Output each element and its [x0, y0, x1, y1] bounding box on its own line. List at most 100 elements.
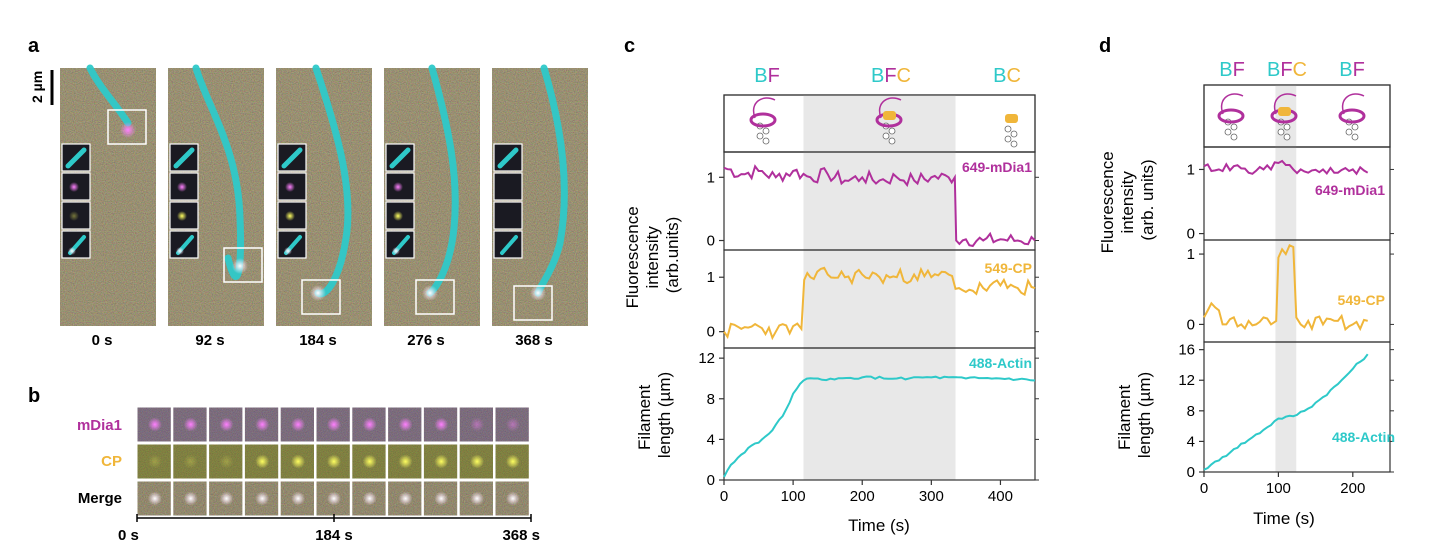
kymo-frame-border: [279, 480, 316, 517]
roi-box: [301, 279, 341, 315]
row-label-merge: Merge: [78, 490, 122, 507]
roi-box: [223, 247, 263, 283]
kymo-spot: [362, 454, 377, 469]
series-line: [723, 164, 1036, 248]
y-tick-label: 0: [707, 472, 715, 489]
complex-icon: [1270, 93, 1298, 141]
kymo-frame-border: [387, 443, 423, 480]
kymo-spot: [470, 454, 485, 469]
ylabel-line: Fluorescence: [623, 206, 642, 308]
kymo-spot: [147, 491, 162, 506]
kymo-spot: [434, 417, 449, 432]
kymo-spot: [183, 454, 198, 469]
kymo-frame-border: [422, 443, 459, 480]
state-label: BFC: [871, 65, 911, 87]
shaded-interval: [1275, 85, 1297, 472]
ylabel-line: Filament: [1115, 384, 1134, 449]
y-tick-label: 16: [1178, 342, 1195, 359]
kymo-frame-border: [208, 406, 244, 443]
state-label: BF: [1219, 59, 1245, 81]
kymo-spot: [326, 491, 341, 506]
kymo-spot: [219, 417, 234, 432]
inset-actin: [281, 147, 303, 169]
kymo-frame-border: [172, 406, 208, 443]
actin-subunit: [1277, 128, 1285, 136]
actin-subunit: [756, 132, 764, 140]
ylabel-line: Filament: [635, 384, 654, 449]
kymo-spot: [505, 454, 520, 469]
scale-bar-label: 2 µm: [29, 71, 45, 103]
y-tick-label: 0: [707, 324, 715, 341]
formin-tail: [1341, 93, 1365, 115]
kymo-frame-border: [243, 480, 280, 517]
filament-tip-spot: [120, 122, 136, 138]
actin-filament: [86, 64, 132, 127]
x-tick-label: 400: [988, 488, 1013, 505]
panel-b-axis-mid: 184 s: [315, 527, 353, 544]
state-label: BC: [993, 65, 1021, 87]
x-tick-label: 100: [781, 488, 806, 505]
kymo-frame-border: [494, 406, 530, 443]
kymo-frame-border: [494, 480, 530, 517]
micrograph-frame: [492, 64, 588, 326]
series-label: 549-CP: [985, 260, 1032, 276]
x-tick-label: 0: [720, 488, 728, 505]
inset-mdia1-spot: [69, 182, 79, 192]
actin-subunit: [882, 132, 890, 140]
inset-cp-spot: [177, 211, 187, 221]
state-letter: C: [1293, 59, 1307, 81]
state-label: BF: [754, 65, 780, 87]
inset-crop: [493, 201, 523, 230]
y-tick-label: 1: [707, 169, 715, 186]
series-label: 649-mDia1: [962, 159, 1032, 175]
panel-c-ylabel-top: Fluorescence intensity (arb.units): [623, 202, 682, 309]
kymo-frame-border: [279, 406, 316, 443]
complex-icon: [1338, 93, 1366, 141]
micrograph-frame: [384, 64, 480, 326]
kymo-spot: [505, 491, 520, 506]
kymo-frame-border: [387, 406, 423, 443]
formin-tail: [878, 97, 902, 119]
kymo-spot: [398, 417, 413, 432]
cp-cap: [1278, 107, 1291, 116]
formin-tail: [752, 97, 776, 119]
actin-subunit: [1283, 123, 1291, 131]
time-label: 0 s: [92, 332, 113, 349]
panel-b-kymo-frames: [136, 406, 530, 517]
actin-subunit: [1010, 140, 1018, 148]
filament-tip-spot: [422, 285, 438, 301]
micrograph-frame: [168, 64, 264, 326]
inset-merge-spot: [176, 247, 184, 255]
actin-subunit: [1351, 133, 1359, 141]
inset-merge-actin: [500, 235, 518, 255]
y-tick-label: 12: [1178, 372, 1195, 389]
kymo-spot: [434, 454, 449, 469]
state-letter: B: [754, 65, 767, 87]
formin-ring: [1338, 108, 1366, 124]
inset-mdia1-spot: [285, 182, 295, 192]
kymo-spot: [183, 491, 198, 506]
kymo-frame-border: [422, 480, 459, 517]
actin-subunit: [1010, 130, 1018, 138]
x-tick-label: 200: [1340, 480, 1365, 497]
state-letter: B: [993, 65, 1006, 87]
series-line: [723, 375, 1036, 478]
kymo-spot: [470, 491, 485, 506]
kymo-spot: [326, 417, 341, 432]
kymo-spot: [434, 491, 449, 506]
kymo-spot: [362, 491, 377, 506]
panel-c-label: c: [624, 35, 635, 57]
series-label: 488-Actin: [1332, 429, 1395, 445]
actin-subunit: [888, 127, 896, 135]
filament-tip-spot: [530, 285, 546, 301]
panel-d-xlabel: Time (s): [1253, 509, 1315, 528]
complex-icon: [749, 97, 777, 145]
panel-b-label: b: [28, 385, 40, 407]
time-label: 92 s: [195, 332, 224, 349]
panel-b-axis-start: 0 s: [118, 527, 139, 544]
kymo-frame-border: [315, 406, 351, 443]
actin-subunit: [1351, 123, 1359, 131]
state-label: BFC: [1267, 59, 1307, 81]
roi-box: [513, 285, 553, 321]
